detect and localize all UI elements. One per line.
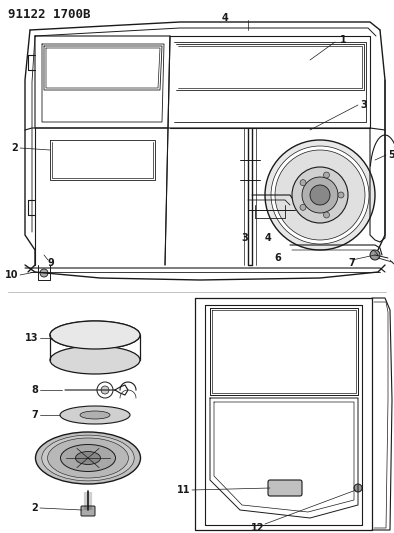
Text: 2: 2 (11, 143, 18, 153)
Circle shape (300, 204, 306, 211)
FancyBboxPatch shape (268, 480, 302, 496)
Text: 1: 1 (340, 35, 347, 45)
Text: 6: 6 (275, 253, 281, 263)
Text: 10: 10 (4, 270, 18, 280)
Circle shape (300, 180, 306, 185)
Circle shape (302, 177, 338, 213)
Ellipse shape (76, 451, 100, 464)
Ellipse shape (35, 432, 141, 484)
Ellipse shape (50, 321, 140, 349)
Text: 5: 5 (388, 150, 394, 160)
Text: 91122 1700B: 91122 1700B (8, 8, 91, 21)
Ellipse shape (60, 406, 130, 424)
Circle shape (271, 146, 369, 244)
Circle shape (275, 150, 365, 240)
Circle shape (370, 250, 380, 260)
Ellipse shape (48, 438, 128, 478)
Circle shape (310, 185, 330, 205)
Circle shape (265, 140, 375, 250)
Text: 11: 11 (177, 485, 190, 495)
Circle shape (338, 192, 344, 198)
Text: 4: 4 (265, 233, 271, 243)
Text: 7: 7 (31, 410, 38, 420)
Ellipse shape (50, 321, 140, 349)
Circle shape (323, 172, 329, 178)
Circle shape (101, 386, 109, 394)
Text: 2: 2 (31, 503, 38, 513)
Ellipse shape (61, 445, 115, 472)
Ellipse shape (80, 411, 110, 419)
Text: 12: 12 (251, 523, 265, 533)
Text: 7: 7 (349, 258, 355, 268)
Text: 8: 8 (31, 385, 38, 395)
Text: 3: 3 (360, 100, 367, 110)
Text: 9: 9 (48, 258, 55, 268)
Circle shape (292, 167, 348, 223)
Ellipse shape (50, 346, 140, 374)
Text: 3: 3 (242, 233, 248, 243)
Circle shape (354, 484, 362, 492)
Ellipse shape (42, 435, 134, 481)
Circle shape (40, 269, 48, 277)
FancyBboxPatch shape (81, 506, 95, 516)
Text: 4: 4 (221, 13, 229, 23)
Text: 13: 13 (24, 333, 38, 343)
Circle shape (323, 212, 329, 218)
